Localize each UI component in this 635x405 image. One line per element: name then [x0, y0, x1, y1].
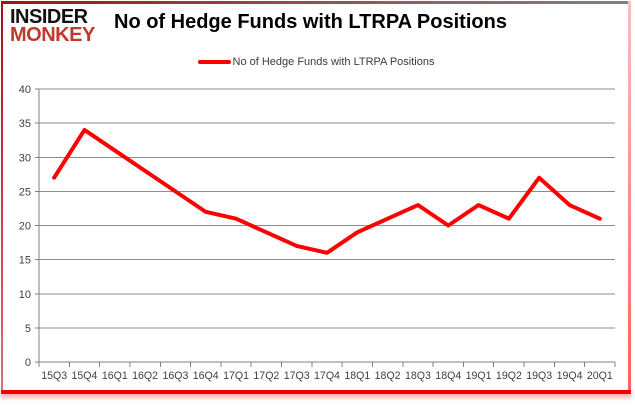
- x-tick-label: 18Q3: [405, 370, 431, 382]
- frame-border-right: [628, 1, 631, 394]
- logo-word-insider: INSIDER: [10, 6, 88, 28]
- x-tick-label: 18Q2: [375, 370, 401, 382]
- y-tick-label: 30: [19, 152, 31, 164]
- y-tick-label: 15: [19, 255, 31, 267]
- y-axis-labels: 0 5 10 15 20 25 30 35 40: [19, 84, 31, 369]
- axes: [35, 88, 616, 367]
- x-tick-label: 17Q3: [284, 370, 310, 382]
- x-tick-label: 19Q1: [466, 370, 492, 382]
- x-tick-label: 16Q4: [193, 370, 219, 382]
- y-tick-label: 20: [19, 221, 31, 233]
- x-tick-label: 17Q1: [223, 370, 249, 382]
- frame-border-top: [1, 1, 631, 4]
- y-tick-label: 5: [25, 323, 31, 335]
- legend-line-swatch: [197, 60, 231, 64]
- gridlines: [39, 88, 615, 363]
- hedge-fund-count-line: [52, 127, 602, 255]
- chart-legend: No of Hedge Funds with LTRPA Positions: [1, 56, 631, 68]
- x-tick-label: 16Q2: [132, 370, 158, 382]
- x-tick-label: 19Q4: [557, 370, 583, 382]
- line-chart: 0 5 10 15 20 25 30 35 40 15Q3 15Q4 16Q1 16Q2 16Q3 16Q4…: [19, 84, 616, 382]
- y-tick-label: 35: [19, 118, 31, 130]
- y-tick-label: 25: [19, 186, 31, 198]
- x-tick-label: 19Q2: [496, 370, 522, 382]
- frame-border-left: [1, 1, 3, 394]
- y-tick-label: 0: [25, 357, 31, 369]
- x-tick-label: 15Q4: [72, 370, 98, 382]
- chart-frame: INSIDER MONKEY No of Hedge Funds with LT…: [1, 1, 631, 394]
- x-tick-label: 18Q4: [435, 370, 461, 382]
- x-tick-label: 17Q2: [253, 370, 279, 382]
- insider-monkey-logo: INSIDER MONKEY: [10, 6, 95, 46]
- x-tick-label: 19Q3: [526, 370, 552, 382]
- x-tick-label: 16Q3: [162, 370, 188, 382]
- x-axis-labels: 15Q3 15Q4 16Q1 16Q2 16Q3 16Q4 17Q1 17Q2 17Q3 17Q4…: [41, 370, 613, 382]
- page-title: No of Hedge Funds with LTRPA Positions: [114, 11, 507, 33]
- y-tick-label: 40: [19, 84, 31, 96]
- frame-border-bottom: [1, 390, 631, 394]
- legend-series-label: No of Hedge Funds with LTRPA Positions: [232, 56, 435, 68]
- x-tick-label: 17Q4: [314, 370, 340, 382]
- x-tick-label: 20Q1: [587, 370, 613, 382]
- x-tick-label: 18Q1: [344, 370, 370, 382]
- logo-word-monkey: MONKEY: [10, 24, 95, 46]
- x-tick-label: 16Q1: [102, 370, 128, 382]
- y-tick-label: 10: [19, 289, 31, 301]
- x-tick-label: 15Q3: [41, 370, 67, 382]
